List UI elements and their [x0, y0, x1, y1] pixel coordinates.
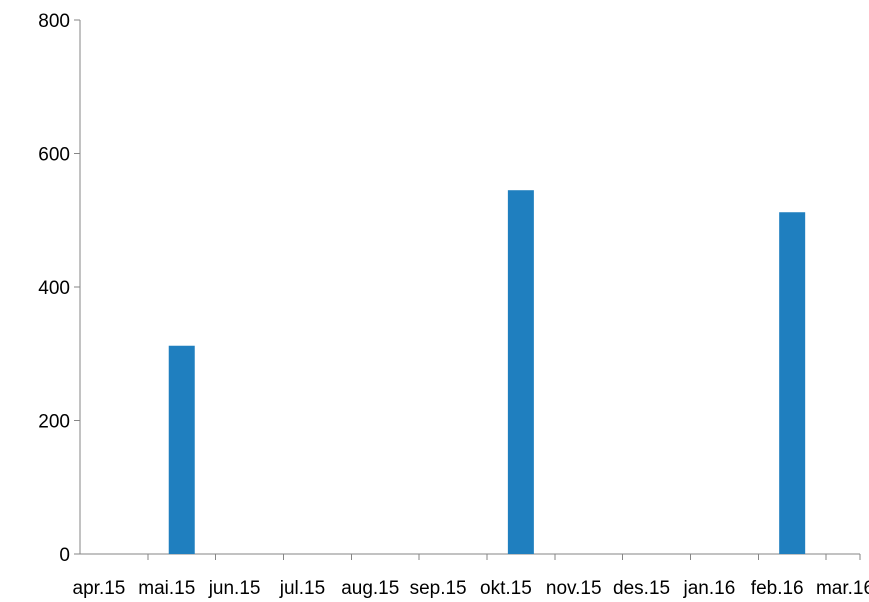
x-axis: apr.15 mai.15 jun.15 jul.15 aug.15 sep.15 okt.… — [73, 553, 869, 599]
x-tick-label: jan.16 — [683, 578, 736, 599]
x-tick-label: des.15 — [613, 578, 670, 599]
x-tick-label: jul.15 — [279, 578, 325, 599]
y-tick-label: 800 — [38, 11, 70, 32]
y-tick-label: 600 — [38, 145, 70, 166]
x-tick-label: apr.15 — [73, 578, 126, 599]
x-tick-label: nov.15 — [546, 578, 602, 599]
bar-okt-15 — [507, 190, 534, 554]
bars — [168, 190, 806, 555]
x-tick-label: sep.15 — [410, 578, 467, 599]
y-tick-label: 0 — [59, 545, 70, 566]
y-tick-label: 400 — [38, 278, 70, 299]
y-axis: 0 200 400 600 800 — [38, 11, 81, 566]
bar-feb-16 — [779, 212, 806, 555]
bar-mai-15 — [168, 345, 195, 554]
x-tick-label: aug.15 — [341, 578, 399, 599]
x-tick-label: okt.15 — [480, 578, 532, 599]
x-tick-label: mar.16 — [816, 578, 869, 599]
x-tick-label: jun.15 — [208, 578, 261, 599]
x-tick-label: mai.15 — [138, 578, 195, 599]
y-tick-label: 200 — [38, 412, 70, 433]
x-tick-label: feb.16 — [751, 578, 804, 599]
